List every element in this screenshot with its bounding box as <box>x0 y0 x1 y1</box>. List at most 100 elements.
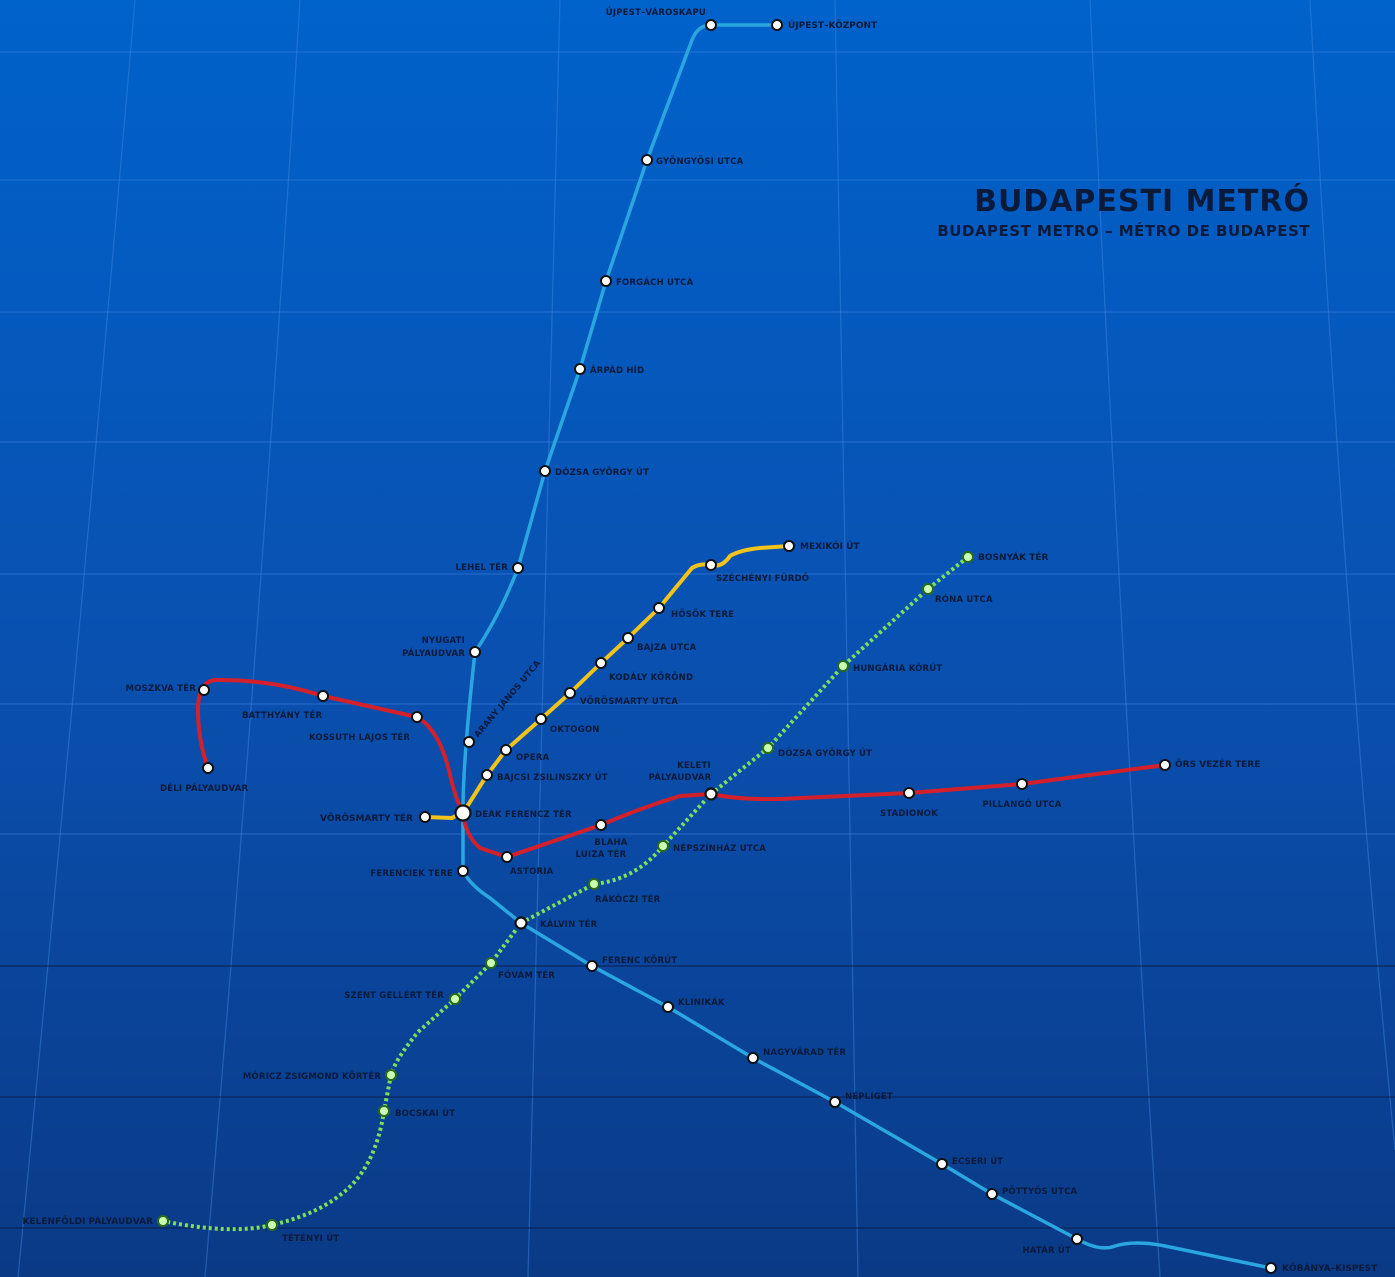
station-bajza-utca[interactable] <box>622 632 634 644</box>
station-kodaly-korond[interactable] <box>595 657 607 669</box>
station-nyugati-palyaudvar[interactable] <box>469 646 481 658</box>
station-nagyvarad-ter[interactable] <box>747 1052 759 1064</box>
station-arany-janos-utca[interactable] <box>463 736 475 748</box>
map-subtitle: BUDAPEST METRO – MÉTRO DE BUDAPEST <box>937 221 1310 240</box>
label-keleti-1: KELETI <box>677 761 711 771</box>
station-oktogon[interactable] <box>535 713 547 725</box>
station-klinikak[interactable] <box>662 1001 674 1013</box>
label-vorosmarty-utca: VÖRÖSMARTY UTCA <box>580 696 678 707</box>
station-dozsa-gyorgy-ut-m4[interactable] <box>762 742 774 754</box>
station-gyongyosi-utca[interactable] <box>641 154 653 166</box>
station-batthyany-ter[interactable] <box>317 690 329 702</box>
label-pottyos-utca: PÖTTYÖS UTCA <box>1002 1186 1078 1197</box>
label-kodaly-korond: KODÁLY KÖRÖND <box>609 671 693 683</box>
graticule-dark <box>0 965 1395 1229</box>
station-deak-ferenc-ter[interactable] <box>454 804 472 822</box>
label-rakoczi-ter: RÁKÓCZI TÉR <box>595 893 661 905</box>
label-nepszinhaz: NÉPSZÍNHÁZ UTCA <box>673 842 766 854</box>
station-kelenfoldi-palyaudvar[interactable] <box>157 1215 169 1227</box>
label-astoria: ASTORIA <box>510 867 554 877</box>
station-kossuth-lajos-ter[interactable] <box>411 711 423 723</box>
label-keleti-2: PÁLYAUDVAR <box>649 771 712 783</box>
station-lehel-ter[interactable] <box>512 562 524 574</box>
label-moricz: MÓRICZ ZSIGMOND KÖRTÉR <box>243 1070 381 1082</box>
station-opera[interactable] <box>500 744 512 756</box>
label-nyugati-1: NYUGATI <box>422 636 465 646</box>
label-nagyvarad-ter: NAGYVÁRAD TÉR <box>763 1046 846 1058</box>
label-mexikoi-ut: MEXIKÓI ÚT <box>800 540 860 552</box>
station-moszkva-ter[interactable] <box>198 684 210 696</box>
station-ors-vezer-tere[interactable] <box>1159 759 1171 771</box>
station-bosnyak-ter[interactable] <box>962 551 974 563</box>
label-szent-gellert: SZENT GELLÉRT TÉR <box>344 989 444 1001</box>
label-batthyany-ter: BATTHYÁNY TÉR <box>242 709 322 721</box>
label-klinikak: KLINIKÁK <box>678 996 725 1008</box>
label-ujpest-kozpont: ÚJPEST–KÖZPONT <box>788 19 878 31</box>
station-dozsa-gyorgy-ut-m3[interactable] <box>539 465 551 477</box>
label-tetenyi: TÉTÉNYI ÚT <box>282 1232 339 1244</box>
label-hosok-tere: HŐSÖK TERE <box>671 609 734 620</box>
station-ecseri-ut[interactable] <box>936 1158 948 1170</box>
label-ecseri-ut: ECSERI ÚT <box>952 1155 1003 1167</box>
label-hatar-ut: HATÁR ÚT <box>1022 1244 1071 1256</box>
label-vorosmarty-ter: VÖRÖSMARTY TÉR <box>320 812 413 824</box>
m3-stations <box>457 19 1277 1274</box>
label-kobanya-kispest: KŐBÁNYA–KISPEST <box>1282 1262 1378 1274</box>
label-kossuth: KOSSUTH LAJOS TÉR <box>309 731 410 743</box>
station-bocskai-ut[interactable] <box>378 1105 390 1117</box>
station-bajcsy-zsilinszky-ut[interactable] <box>481 769 493 781</box>
station-hosok-tere[interactable] <box>653 602 665 614</box>
station-tetenyi-ut[interactable] <box>266 1219 278 1231</box>
label-ujpest-varoskapu: ÚJPEST–VÁROSKAPU <box>606 6 706 18</box>
station-rona-utca[interactable] <box>922 583 934 595</box>
station-blaha-lujza-ter[interactable] <box>595 819 607 831</box>
label-oktogon: OKTOGON <box>550 725 600 735</box>
station-arpad-hid[interactable] <box>574 363 586 375</box>
station-nepliget[interactable] <box>829 1096 841 1108</box>
station-rakoczi-ter[interactable] <box>588 878 600 890</box>
label-forgach-utca: FORGÁCH UTCA <box>616 276 694 288</box>
label-ors-vezer: ÖRS VEZÉR TERE <box>1175 758 1260 770</box>
station-vorosmarty-utca[interactable] <box>564 687 576 699</box>
station-mexikoi-ut[interactable] <box>783 540 795 552</box>
station-ferenciek-tere[interactable] <box>457 865 469 877</box>
label-deak-ferencz: DEÁK FERENCZ TÉR <box>475 808 572 820</box>
station-vorosmarty-ter[interactable] <box>419 811 431 823</box>
label-arpad-hid: ÁRPÁD HÍD <box>590 364 644 376</box>
station-hungaria-korut[interactable] <box>837 660 849 672</box>
station-pillango-utca[interactable] <box>1016 778 1028 790</box>
station-ujpest-varoskapu[interactable] <box>705 19 717 31</box>
label-kalvin-ter: KÁLVIN TÉR <box>540 918 598 930</box>
station-kalvin-ter[interactable] <box>514 916 528 930</box>
label-blaha-1: BLAHA <box>594 838 627 848</box>
station-keleti-palyaudvar[interactable] <box>704 787 718 801</box>
station-nepszinhaz-utca[interactable] <box>657 840 669 852</box>
label-bocskai: BOCSKAI ÚT <box>395 1107 455 1119</box>
label-nepliget: NÉPLIGET <box>845 1090 893 1102</box>
station-astoria[interactable] <box>501 851 513 863</box>
station-ferenc-korut[interactable] <box>586 960 598 972</box>
station-ujpest-kozpont[interactable] <box>771 19 783 31</box>
station-szent-gellert-ter[interactable] <box>449 993 461 1005</box>
label-ferenciek-tere: FERENCIEK TERE <box>370 869 453 879</box>
label-lehel-ter: LEHEL TÉR <box>456 561 509 573</box>
station-fovam-ter[interactable] <box>485 957 497 969</box>
label-kelenfold: KELENFÖLDI PÁLYAUDVAR <box>23 1215 154 1227</box>
station-stadionok[interactable] <box>903 787 915 799</box>
label-bajza-utca: BAJZA UTCA <box>637 643 697 653</box>
label-hungaria-korut: HUNGÁRIA KÖRÚT <box>853 662 942 674</box>
station-moricz-zsigmond-korter[interactable] <box>385 1069 397 1081</box>
label-bajcsy: BAJCSI ZSILINSZKY ÚT <box>497 771 608 783</box>
m1-stations <box>419 540 795 823</box>
label-moszkva-ter: MOSZKVA TÉR <box>126 682 197 694</box>
station-pottyos-utca[interactable] <box>986 1188 998 1200</box>
station-forgach-utca[interactable] <box>600 275 612 287</box>
station-deli-palyaudvar[interactable] <box>202 762 214 774</box>
station-szechenyi-furdo[interactable] <box>705 559 717 571</box>
station-kobanya-kispest[interactable] <box>1265 1262 1277 1274</box>
map-title: BUDAPESTI METRÓ <box>974 182 1310 219</box>
station-hatar-ut[interactable] <box>1071 1233 1083 1245</box>
